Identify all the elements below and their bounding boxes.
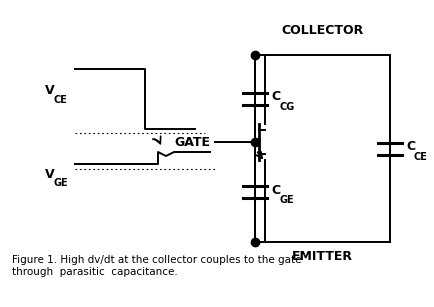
Text: CE: CE bbox=[414, 151, 428, 161]
Text: V: V bbox=[45, 84, 55, 98]
Text: COLLECTOR: COLLECTOR bbox=[281, 24, 364, 37]
Text: Figure 1. High dv/dt at the collector couples to the gate: Figure 1. High dv/dt at the collector co… bbox=[12, 255, 302, 265]
Text: through  parasitic  capacitance.: through parasitic capacitance. bbox=[12, 267, 178, 277]
Text: C: C bbox=[406, 140, 415, 153]
Text: GATE: GATE bbox=[174, 135, 210, 149]
Text: GE: GE bbox=[53, 178, 68, 188]
Text: CE: CE bbox=[53, 95, 67, 105]
Text: GE: GE bbox=[279, 195, 294, 205]
Text: CG: CG bbox=[279, 102, 294, 111]
Text: EMITTER: EMITTER bbox=[292, 250, 353, 263]
Text: C: C bbox=[271, 90, 280, 103]
Text: C: C bbox=[271, 184, 280, 196]
Text: V: V bbox=[45, 168, 55, 181]
